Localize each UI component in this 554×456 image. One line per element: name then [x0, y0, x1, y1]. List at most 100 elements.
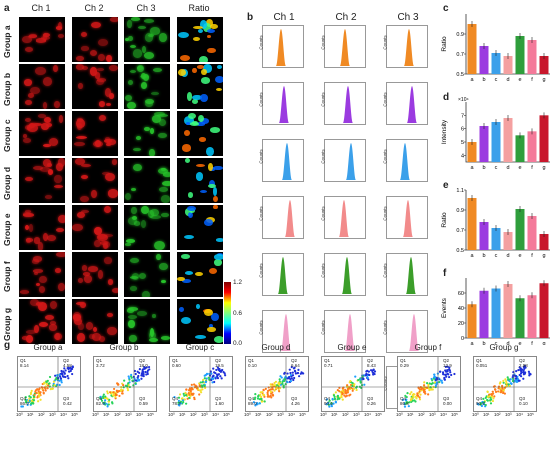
panel-a-channel-header: Ch 3	[136, 3, 156, 13]
flow-event-dot	[509, 378, 512, 381]
flow-event-dot	[341, 389, 344, 392]
flow-event-dot	[433, 381, 437, 384]
flow-event-dot	[254, 393, 257, 396]
flow-event-dot	[71, 372, 74, 376]
x-tick-label: 10⁰	[168, 412, 175, 417]
cell-blob	[39, 276, 47, 284]
bar	[515, 298, 525, 338]
flow-event-dot	[494, 388, 497, 391]
flow-event-dot	[498, 382, 501, 385]
microscopy-tile	[72, 252, 118, 297]
flow-event-dot	[60, 381, 63, 384]
microscopy-tile	[19, 111, 65, 156]
flow-event-dot	[290, 365, 293, 369]
flow-event-dot	[331, 397, 334, 401]
flow-event-dot	[205, 373, 209, 376]
flow-event-dot	[203, 377, 206, 380]
cell-blob	[22, 133, 28, 138]
flow-event-dot	[116, 391, 119, 394]
flow-event-dot	[183, 394, 186, 397]
ratio-colorbar	[224, 282, 231, 344]
flow-event-dot	[214, 377, 217, 380]
x-tick-label: a	[470, 165, 474, 171]
cell-blob	[163, 172, 170, 177]
cell-blob	[125, 243, 131, 247]
colorbar-max-label: 1.2	[233, 279, 243, 286]
cell-blob	[106, 139, 117, 145]
flow-event-dot	[483, 401, 486, 404]
flow-event-dot	[211, 375, 214, 379]
microscopy-tile	[177, 252, 223, 297]
quadrant-label: Q4	[400, 396, 407, 401]
flow-event-dot	[220, 377, 223, 380]
cell-blob	[195, 172, 204, 181]
flow-event-dot	[328, 405, 331, 408]
cell-blob	[108, 64, 118, 72]
cell-blob	[58, 283, 65, 292]
flow-event-dot	[453, 372, 456, 376]
flow-event-dot	[504, 378, 507, 381]
flow-event-dot	[349, 379, 352, 383]
cell-blob	[44, 194, 53, 199]
x-tick-label: f	[531, 341, 533, 345]
flow-event-dot	[351, 389, 354, 392]
panel-b-channel-header: Ch 1	[273, 12, 295, 23]
flow-event-dot	[284, 375, 287, 378]
cell-blob	[160, 279, 167, 284]
x-tick-label: c	[495, 165, 498, 171]
flow-event-dot	[499, 387, 502, 390]
quadrant-label: 0.051	[476, 363, 488, 368]
flow-event-dot	[366, 376, 369, 379]
cell-blob	[160, 212, 169, 218]
y-axis-label: Ratio	[441, 212, 448, 228]
cell-blob	[94, 72, 101, 79]
flow-event-dot	[286, 372, 289, 375]
flow-event-dot	[24, 398, 27, 402]
flow-event-dot	[433, 373, 436, 376]
cell-blob	[76, 332, 86, 342]
flow-event-dot	[493, 395, 496, 398]
cell-blob	[198, 55, 209, 62]
cell-blob	[81, 45, 89, 51]
y-tick-label: 4	[461, 153, 464, 159]
bar	[479, 46, 489, 74]
x-tick-label: 10³	[201, 412, 208, 417]
flow-event-dot	[516, 378, 520, 381]
cell-blob	[138, 25, 146, 30]
cell-blob	[54, 100, 61, 108]
flow-event-dot	[499, 391, 503, 394]
histogram-tile: Counts	[321, 253, 366, 296]
flow-event-dot	[448, 369, 452, 372]
flow-event-dot	[283, 378, 286, 381]
cell-blob	[200, 77, 211, 84]
cell-blob	[33, 324, 40, 334]
flow-event-dot	[444, 369, 447, 372]
histogram-peak	[343, 86, 353, 123]
bar	[503, 284, 513, 338]
flow-event-dot	[368, 373, 371, 377]
x-tick-label: 10⁴	[212, 412, 219, 417]
flow-event-dot	[446, 370, 449, 373]
bar	[515, 209, 525, 250]
histogram-tile: Counts	[259, 25, 304, 68]
flow-event-dot	[502, 381, 505, 384]
microscopy-tile	[124, 205, 170, 250]
cell-blob	[187, 205, 197, 212]
bar	[491, 228, 501, 250]
flow-event-dot	[444, 365, 447, 368]
panel-a-row-label: Group f	[2, 261, 12, 293]
cell-blob	[23, 213, 34, 217]
cell-blob	[195, 303, 201, 309]
flow-event-dot	[212, 367, 215, 370]
x-tick-label: 10⁵	[71, 412, 78, 417]
flow-plot: Q1 0.29 Q2 12.9 Q4 86.8 Q3 0.00	[397, 356, 461, 412]
flow-event-dot	[264, 387, 267, 390]
cell-blob	[108, 279, 114, 285]
cell-blob	[203, 308, 214, 316]
cell-blob	[149, 27, 161, 35]
cell-blob	[36, 282, 41, 286]
y-tick-label: 40	[458, 306, 464, 312]
cell-blob	[203, 23, 211, 32]
flow-event-dot	[70, 367, 74, 371]
flow-event-dot	[325, 398, 329, 401]
